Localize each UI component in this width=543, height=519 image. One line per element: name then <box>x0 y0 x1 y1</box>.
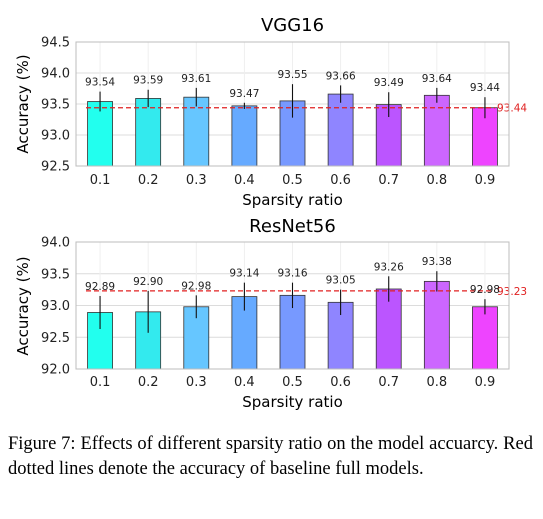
chart1-data-label: 93.47 <box>229 88 259 100</box>
chart1-data-label: 93.49 <box>374 77 404 89</box>
chart2-bar <box>375 288 402 370</box>
chart1-bar <box>231 105 258 167</box>
chart1-bar <box>423 94 450 167</box>
chart1-data-label: 93.64 <box>422 73 452 85</box>
chart1-xtick-label: 0.7 <box>378 173 399 188</box>
chart2-data-label: 92.98 <box>181 280 211 292</box>
chart1-bar <box>87 101 113 167</box>
chart1-bar <box>279 100 306 167</box>
chart2-xtick-label: 0.9 <box>475 375 496 390</box>
chart2-xtick-label: 0.3 <box>186 375 207 390</box>
chart1-bar <box>183 96 210 167</box>
figure-charts: 92.5 93.0 93.5 94.0 94.5 93.44 93.54 0.1 93.59 0.… <box>14 15 527 411</box>
chart1-xlabel: Sparsity ratio <box>242 191 343 209</box>
chart2-ytick-label: 93.0 <box>41 299 70 314</box>
chart2-xtick-label: 0.2 <box>138 375 159 390</box>
chart2-plot-frame <box>75 241 510 370</box>
chart1-ytick-label: 94.5 <box>41 36 70 51</box>
chart1-data-label: 93.61 <box>181 73 211 85</box>
chart1-xtick-label: 0.1 <box>90 173 111 188</box>
chart2-xtick-label: 0.1 <box>90 375 111 390</box>
chart2-ytick-label: 92.5 <box>41 331 70 346</box>
chart2-ytick-label: 93.5 <box>41 267 70 282</box>
chart2-xlabel: Sparsity ratio <box>242 393 343 411</box>
chart1-title: VGG16 <box>261 15 324 36</box>
chart1-data-label: 93.66 <box>326 70 356 82</box>
chart2-bar <box>327 301 354 370</box>
chart1-xtick-label: 0.5 <box>282 173 303 188</box>
chart1-bar <box>327 93 354 167</box>
chart1-ytick-label: 93.0 <box>41 129 70 144</box>
chart2-data-label: 93.05 <box>326 275 356 287</box>
chart2-baseline-label: 93.23 <box>497 286 527 298</box>
chart2-data-label: 92.90 <box>133 276 163 288</box>
chart1-xtick-label: 0.3 <box>186 173 207 188</box>
chart2-data-label: 93.14 <box>229 268 259 280</box>
chart2-data-label: 92.98 <box>470 284 500 296</box>
chart1-ytick-label: 94.0 <box>41 67 70 82</box>
chart2-xtick-label: 0.8 <box>426 375 447 390</box>
chart1-xtick-label: 0.2 <box>138 173 159 188</box>
chart1-bar <box>135 98 162 167</box>
chart1-xtick-label: 0.8 <box>426 173 447 188</box>
chart2-data-label: 93.38 <box>422 256 452 268</box>
chart1-data-label: 93.55 <box>277 69 307 81</box>
chart1-data-label: 93.54 <box>85 77 115 89</box>
chart2-ytick-label: 92.0 <box>41 363 70 378</box>
chart2-ytick-label: 94.0 <box>41 236 70 251</box>
chart2-xtick-label: 0.4 <box>234 375 255 390</box>
chart2-data-label: 93.26 <box>374 261 404 273</box>
chart1-plot-frame <box>75 41 510 167</box>
chart2-data-label: 92.89 <box>85 281 115 293</box>
chart2-title: ResNet56 <box>249 216 336 237</box>
chart2-xtick-label: 0.7 <box>378 375 399 390</box>
figure-caption: Figure 7: Effects of different sparsity … <box>8 434 533 479</box>
chart1-xtick-label: 0.9 <box>475 173 496 188</box>
chart1-ylabel: Accuracy (%) <box>14 54 32 153</box>
chart2-ylabel: Accuracy (%) <box>14 256 32 355</box>
chart1-data-label: 93.59 <box>133 75 163 87</box>
chart1-xtick-label: 0.4 <box>234 173 255 188</box>
chart2-data-label: 93.16 <box>277 268 307 280</box>
chart1-ytick-label: 92.5 <box>41 160 70 175</box>
chart2-bar <box>472 306 498 370</box>
chart1-xtick-label: 0.6 <box>330 173 351 188</box>
chart1-ytick-label: 93.5 <box>41 98 70 113</box>
chart1-baseline-label: 93.44 <box>497 103 527 115</box>
chart1-data-label: 93.44 <box>470 82 500 94</box>
chart2-xtick-label: 0.5 <box>282 375 303 390</box>
chart2-bar <box>423 280 450 370</box>
chart2-xtick-label: 0.6 <box>330 375 351 390</box>
